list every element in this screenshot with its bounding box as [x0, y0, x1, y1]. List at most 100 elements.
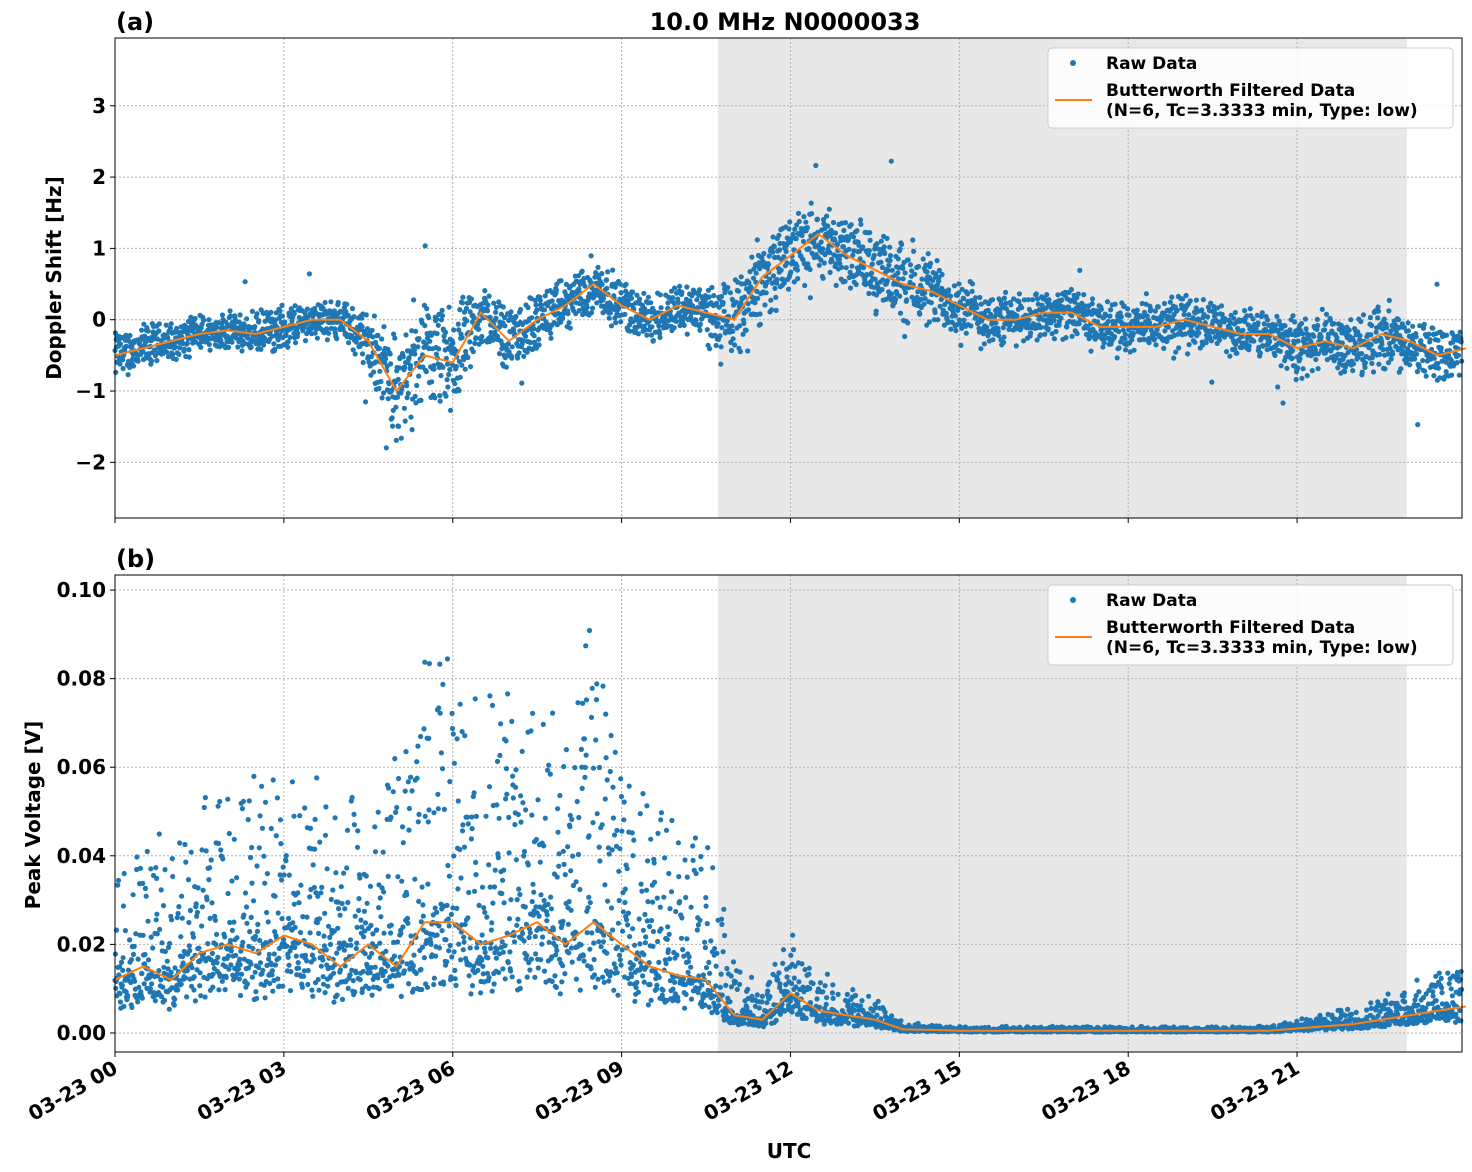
- raw-point: [605, 898, 611, 904]
- raw-point: [482, 288, 488, 294]
- raw-point: [534, 307, 540, 313]
- raw-point: [471, 963, 477, 969]
- raw-point: [721, 281, 727, 287]
- raw-point: [182, 841, 188, 848]
- raw-point: [331, 999, 337, 1005]
- raw-point: [380, 849, 386, 855]
- y-tick-label: −1: [75, 379, 106, 403]
- raw-point: [484, 308, 491, 314]
- raw-point: [301, 968, 307, 974]
- raw-point: [629, 830, 635, 836]
- raw-point: [154, 875, 160, 882]
- raw-point: [199, 847, 205, 853]
- raw-point: [498, 311, 504, 317]
- raw-point: [599, 822, 605, 828]
- raw-point: [557, 792, 563, 799]
- raw-point: [895, 270, 901, 276]
- raw-point: [735, 288, 742, 294]
- raw-point: [645, 899, 651, 905]
- raw-point: [1267, 339, 1273, 345]
- raw-point: [261, 853, 267, 859]
- raw-point: [115, 877, 122, 884]
- raw-point: [493, 955, 499, 961]
- raw-point: [566, 899, 572, 905]
- raw-point: [930, 278, 936, 284]
- raw-point: [721, 308, 727, 314]
- raw-point: [438, 373, 444, 379]
- raw-point: [1369, 360, 1375, 366]
- raw-point: [585, 905, 591, 911]
- raw-point: [570, 882, 577, 889]
- raw-point: [364, 900, 370, 906]
- raw-point: [869, 270, 875, 276]
- raw-point: [1455, 352, 1462, 358]
- raw-point: [438, 750, 444, 756]
- raw-point: [801, 214, 807, 220]
- raw-point: [269, 962, 275, 968]
- legend-box: [1047, 47, 1454, 129]
- raw-point: [443, 937, 449, 943]
- raw-point: [832, 237, 838, 243]
- raw-point: [244, 920, 250, 926]
- raw-point: [537, 859, 543, 865]
- raw-point: [503, 364, 509, 370]
- raw-point: [549, 978, 555, 985]
- raw-point: [649, 324, 655, 330]
- raw-point: [363, 312, 369, 318]
- raw-point: [434, 909, 440, 915]
- raw-point: [1315, 366, 1321, 372]
- raw-point: [645, 1002, 652, 1008]
- raw-point: [1116, 345, 1122, 351]
- raw-point: [985, 307, 991, 313]
- raw-point: [351, 822, 357, 828]
- raw-point: [404, 961, 410, 967]
- raw-point: [437, 710, 443, 716]
- raw-point: [1169, 294, 1175, 300]
- raw-point: [366, 954, 372, 960]
- raw-point: [1292, 319, 1298, 325]
- raw-point: [454, 905, 460, 912]
- raw-point: [344, 942, 350, 949]
- raw-point: [386, 785, 392, 791]
- raw-point: [555, 829, 561, 835]
- raw-point: [421, 955, 427, 961]
- raw-point: [594, 681, 600, 687]
- raw-point: [600, 296, 607, 302]
- raw-point: [305, 967, 311, 974]
- raw-point: [402, 788, 408, 794]
- raw-point: [504, 791, 510, 797]
- raw-point: [410, 963, 416, 969]
- raw-point: [517, 985, 523, 992]
- raw-point: [820, 246, 826, 252]
- raw-point: [353, 945, 359, 952]
- raw-point: [768, 297, 774, 303]
- raw-point: [586, 833, 592, 839]
- raw-point: [520, 338, 526, 344]
- raw-point: [169, 917, 175, 923]
- raw-point: [809, 211, 815, 217]
- raw-point: [1362, 360, 1368, 366]
- raw-point: [568, 868, 574, 874]
- raw-point: [125, 993, 131, 999]
- raw-point: [1126, 312, 1132, 318]
- raw-point: [201, 804, 207, 811]
- raw-point: [1336, 326, 1342, 332]
- raw-point: [742, 294, 748, 300]
- raw-point: [562, 971, 568, 977]
- y-axis-label-b: Peak Voltage [V]: [21, 721, 45, 910]
- raw-point: [494, 802, 500, 808]
- raw-point: [616, 868, 622, 874]
- raw-point: [141, 321, 147, 327]
- raw-point: [927, 260, 934, 266]
- raw-point: [1435, 360, 1441, 367]
- raw-point: [160, 903, 167, 909]
- raw-point: [395, 376, 401, 382]
- raw-point: [1368, 332, 1374, 338]
- raw-point: [226, 830, 232, 837]
- raw-point: [508, 897, 514, 903]
- panel-b-label: (b): [116, 545, 155, 573]
- raw-point: [925, 251, 931, 257]
- raw-point: [351, 811, 357, 818]
- raw-point: [905, 257, 911, 263]
- raw-point: [1384, 325, 1390, 331]
